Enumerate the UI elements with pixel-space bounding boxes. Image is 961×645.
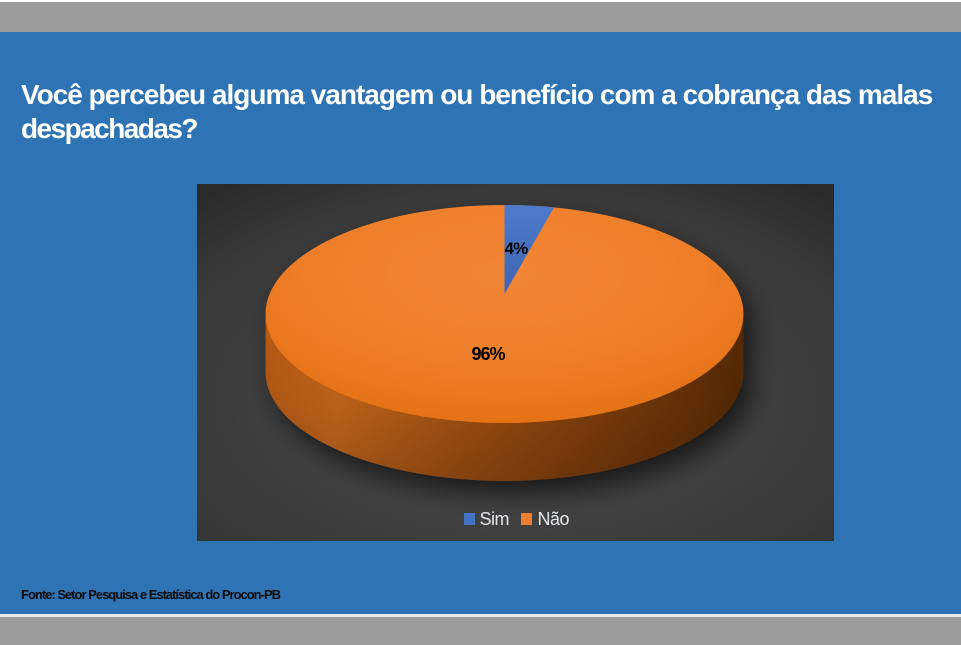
- svg-text:4%: 4%: [505, 239, 529, 258]
- svg-text:96%: 96%: [471, 344, 505, 364]
- svg-text:Não: Não: [538, 509, 570, 529]
- svg-text:Sim: Sim: [480, 509, 510, 529]
